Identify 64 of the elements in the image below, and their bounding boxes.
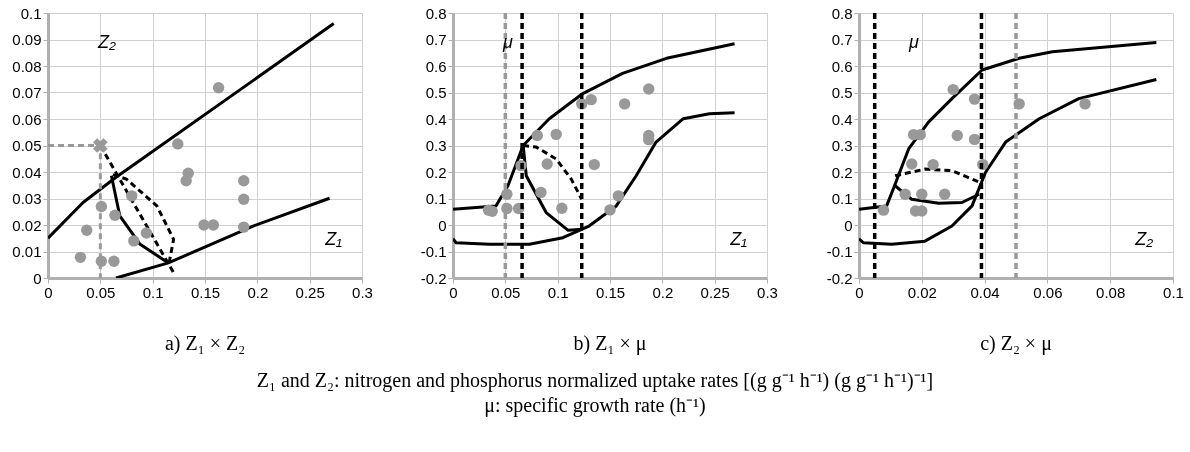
- text: c) Z₂ × μ: [980, 332, 1052, 355]
- x-tick-label: 0.25: [295, 283, 325, 301]
- y-tick-label: 0: [33, 269, 42, 287]
- y-tick-label: -0.1: [420, 243, 447, 260]
- y-tick-label: 0.3: [425, 137, 447, 154]
- x-tick-label: 0.08: [1096, 283, 1126, 301]
- x-tick-label: 0: [855, 283, 864, 301]
- x-tick-label: 0.15: [190, 283, 221, 301]
- y-tick-label: -0.1: [826, 243, 853, 260]
- x-tick-label: 0.06: [1033, 283, 1063, 301]
- y-tick-label: 0.1: [831, 190, 853, 207]
- x-tick-label: 0.05: [86, 283, 116, 301]
- x-tick-label: 0.04: [970, 283, 1000, 301]
- y-tick-label: -0.2: [420, 269, 447, 287]
- y-tick-label: 0.03: [12, 190, 42, 207]
- y-tick-label: 0.8: [831, 4, 853, 22]
- y-tick-label: 0.02: [12, 216, 42, 234]
- x-tick-label: 0.05: [491, 283, 521, 301]
- x-tick-label: 0.15: [595, 283, 626, 301]
- y-axis-title: Z₂: [97, 32, 116, 52]
- y-tick-label: 0.1: [20, 4, 42, 22]
- y-tick-label: 0.7: [425, 31, 447, 48]
- y-tick-label: 0.08: [12, 57, 42, 75]
- y-tick-label: -0.2: [826, 269, 853, 287]
- x-tick-label: 0.25: [700, 283, 730, 301]
- y-tick-label: 0.01: [12, 243, 42, 260]
- x-tick-label: 0.3: [757, 283, 778, 301]
- x-axis-title: Z₁: [729, 229, 748, 249]
- y-tick-label: 0.4: [831, 110, 853, 128]
- y-tick-label: 0.3: [831, 137, 853, 154]
- x-tick-label: 0.2: [247, 283, 269, 301]
- y-tick-label: 0.6: [425, 57, 447, 75]
- text: Z₁ and Z₂: nitrogen and phosphorus normalized uptake rates [(g g⁻¹ h⁻¹) (g g⁻¹ h⁻¹)⁻¹]: [255, 368, 935, 393]
- x-tick-label: 0: [449, 283, 458, 301]
- y-tick-label: 0.1: [425, 190, 447, 207]
- y-tick-label: 0.8: [425, 4, 447, 22]
- y-tick-label: 0.05: [12, 137, 42, 154]
- y-tick-label: 0.06: [12, 110, 42, 128]
- y-tick-label: 0.5: [831, 84, 853, 101]
- y-tick-label: 0.4: [425, 110, 447, 128]
- text: a) Z₁ × Z₂: [164, 332, 246, 355]
- y-axis-title: μ: [908, 32, 919, 52]
- x-tick-label: 0.02: [907, 283, 937, 301]
- x-tick-label: 0.3: [352, 283, 373, 301]
- y-tick-label: 0.04: [12, 163, 42, 181]
- y-axis-title: μ: [502, 32, 513, 52]
- x-axis-title: Z₁: [324, 229, 343, 249]
- x-tick-label: 0.1: [142, 283, 164, 301]
- x-tick-label: 0.1: [1163, 283, 1184, 301]
- y-tick-label: 0.6: [831, 57, 853, 75]
- x-tick-label: 0.2: [652, 283, 674, 301]
- x-axis-title: Z₂: [1134, 229, 1154, 249]
- y-tick-label: 0.5: [425, 84, 447, 101]
- y-tick-label: 0.2: [425, 163, 447, 181]
- y-tick-label: 0: [438, 216, 447, 234]
- x-tick-label: 0: [44, 283, 53, 301]
- y-tick-label: 0.09: [12, 31, 42, 48]
- y-tick-label: 0.07: [12, 84, 42, 101]
- y-tick-label: 0.2: [831, 163, 853, 181]
- y-tick-label: 0.7: [831, 31, 853, 48]
- y-tick-label: 0: [844, 216, 853, 234]
- text: μ: specific growth rate (h⁻¹): [483, 393, 707, 418]
- x-tick-label: 0.1: [547, 283, 569, 301]
- text: b) Z₁ × μ: [573, 332, 647, 355]
